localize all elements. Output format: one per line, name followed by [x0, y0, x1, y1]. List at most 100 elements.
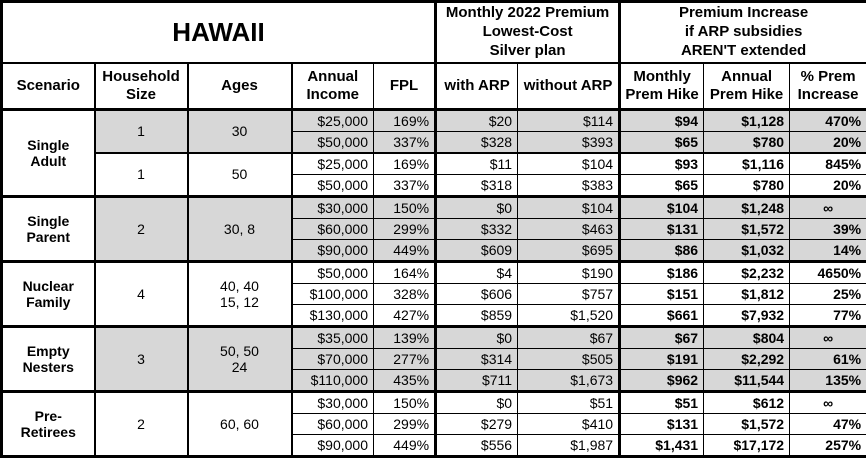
- col-header-household-size: Household Size: [95, 63, 188, 110]
- cell-pct-increase: 39%: [790, 219, 866, 240]
- cell-without-arp: $1,673: [518, 370, 620, 392]
- cell-income: $60,000: [292, 414, 374, 435]
- col-header-without-arp: without ARP: [518, 63, 620, 110]
- cell-pct-increase: ∞: [790, 197, 866, 219]
- cell-with-arp: $606: [436, 284, 518, 305]
- table-row: Single Adult 1 30 $25,000 169% $20 $114 …: [2, 110, 866, 132]
- cell-household-size: 2: [95, 197, 188, 262]
- state-title: HAWAII: [2, 2, 436, 64]
- cell-with-arp: $11: [436, 153, 518, 175]
- col-header-fpl: FPL: [374, 63, 436, 110]
- cell-with-arp: $332: [436, 219, 518, 240]
- cell-monthly-hike: $191: [620, 349, 704, 370]
- cell-annual-hike: $1,812: [704, 284, 790, 305]
- cell-without-arp: $190: [518, 262, 620, 284]
- cell-ages: 30, 8: [188, 197, 292, 262]
- cell-without-arp: $410: [518, 414, 620, 435]
- col-header-pct-prem-increase: % Prem Increase: [790, 63, 866, 110]
- cell-with-arp: $279: [436, 414, 518, 435]
- cell-monthly-hike: $131: [620, 219, 704, 240]
- cell-with-arp: $711: [436, 370, 518, 392]
- cell-annual-hike: $2,292: [704, 349, 790, 370]
- cell-without-arp: $505: [518, 349, 620, 370]
- cell-fpl: 150%: [374, 392, 436, 414]
- cell-pct-increase: 4650%: [790, 262, 866, 284]
- cell-fpl: 169%: [374, 110, 436, 132]
- cell-annual-hike: $1,128: [704, 110, 790, 132]
- cell-pct-increase: 470%: [790, 110, 866, 132]
- cell-income: $30,000: [292, 392, 374, 414]
- col-header-monthly-prem-hike: Monthly Prem Hike: [620, 63, 704, 110]
- cell-without-arp: $1,987: [518, 435, 620, 457]
- cell-household-size: 1: [95, 110, 188, 154]
- scenario-single-adult: Single Adult: [2, 110, 95, 197]
- cell-without-arp: $104: [518, 197, 620, 219]
- cell-monthly-hike: $86: [620, 240, 704, 262]
- cell-ages: 60, 60: [188, 392, 292, 457]
- scenario-pre-retirees: Pre- Retirees: [2, 392, 95, 457]
- cell-pct-increase: 61%: [790, 349, 866, 370]
- table-row: Single Parent 2 30, 8 $30,000 150% $0 $1…: [2, 197, 866, 219]
- cell-without-arp: $104: [518, 153, 620, 175]
- cell-without-arp: $67: [518, 327, 620, 349]
- cell-with-arp: $20: [436, 110, 518, 132]
- cell-income: $70,000: [292, 349, 374, 370]
- premium-section-header: Monthly 2022 Premium Lowest-Cost Silver …: [436, 2, 620, 64]
- cell-ages: 30: [188, 110, 292, 154]
- cell-annual-hike: $11,544: [704, 370, 790, 392]
- cell-without-arp: $1,520: [518, 305, 620, 327]
- cell-annual-hike: $2,232: [704, 262, 790, 284]
- cell-pct-increase: 845%: [790, 153, 866, 175]
- cell-income: $50,000: [292, 132, 374, 154]
- col-header-annual-prem-hike: Annual Prem Hike: [704, 63, 790, 110]
- cell-monthly-hike: $65: [620, 132, 704, 154]
- cell-monthly-hike: $94: [620, 110, 704, 132]
- cell-income: $110,000: [292, 370, 374, 392]
- cell-without-arp: $757: [518, 284, 620, 305]
- cell-fpl: 337%: [374, 132, 436, 154]
- cell-annual-hike: $780: [704, 132, 790, 154]
- increase-section-header: Premium Increase if ARP subsidies AREN'T…: [620, 2, 866, 64]
- cell-fpl: 299%: [374, 414, 436, 435]
- cell-income: $30,000: [292, 197, 374, 219]
- cell-pct-increase: 25%: [790, 284, 866, 305]
- cell-income: $25,000: [292, 110, 374, 132]
- cell-annual-hike: $1,032: [704, 240, 790, 262]
- col-header-ages: Ages: [188, 63, 292, 110]
- cell-income: $90,000: [292, 435, 374, 457]
- cell-income: $60,000: [292, 219, 374, 240]
- cell-income: $50,000: [292, 262, 374, 284]
- cell-monthly-hike: $65: [620, 175, 704, 197]
- cell-income: $25,000: [292, 153, 374, 175]
- cell-with-arp: $314: [436, 349, 518, 370]
- cell-fpl: 449%: [374, 240, 436, 262]
- cell-pct-increase: 20%: [790, 175, 866, 197]
- cell-annual-hike: $17,172: [704, 435, 790, 457]
- cell-annual-hike: $1,572: [704, 219, 790, 240]
- cell-fpl: 427%: [374, 305, 436, 327]
- cell-with-arp: $318: [436, 175, 518, 197]
- scenario-nuclear-family: Nuclear Family: [2, 262, 95, 327]
- cell-pct-increase: 20%: [790, 132, 866, 154]
- table-row: Nuclear Family 4 40, 40 15, 12 $50,000 1…: [2, 262, 866, 284]
- cell-annual-hike: $1,116: [704, 153, 790, 175]
- cell-monthly-hike: $104: [620, 197, 704, 219]
- col-header-with-arp: with ARP: [436, 63, 518, 110]
- cell-monthly-hike: $131: [620, 414, 704, 435]
- cell-annual-hike: $7,932: [704, 305, 790, 327]
- cell-monthly-hike: $51: [620, 392, 704, 414]
- cell-income: $90,000: [292, 240, 374, 262]
- cell-with-arp: $556: [436, 435, 518, 457]
- cell-fpl: 164%: [374, 262, 436, 284]
- cell-pct-increase: 14%: [790, 240, 866, 262]
- cell-with-arp: $4: [436, 262, 518, 284]
- cell-fpl: 299%: [374, 219, 436, 240]
- cell-pct-increase: 135%: [790, 370, 866, 392]
- table-row: Pre- Retirees 2 60, 60 $30,000 150% $0 $…: [2, 392, 866, 414]
- cell-fpl: 337%: [374, 175, 436, 197]
- cell-ages: 40, 40 15, 12: [188, 262, 292, 327]
- cell-ages: 50: [188, 153, 292, 197]
- cell-without-arp: $114: [518, 110, 620, 132]
- cell-without-arp: $695: [518, 240, 620, 262]
- col-header-scenario: Scenario: [2, 63, 95, 110]
